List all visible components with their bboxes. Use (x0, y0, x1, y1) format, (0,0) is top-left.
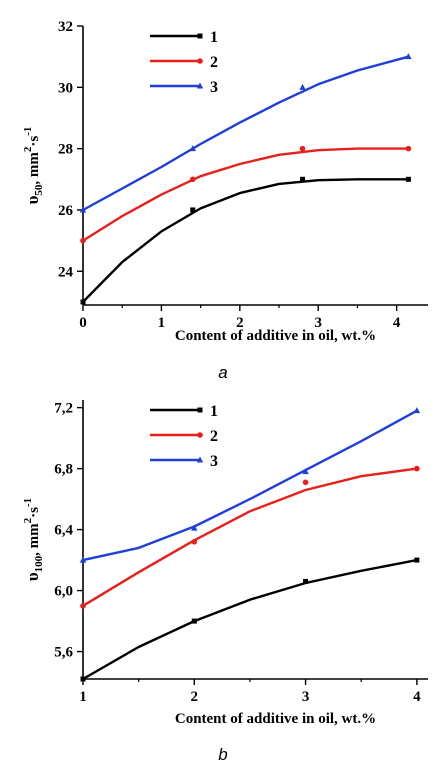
x-tick-label: 1 (158, 315, 166, 331)
y-label-superscript: 2 (22, 517, 34, 523)
x-tick-label: 1 (79, 689, 87, 705)
series-1-point (414, 557, 420, 563)
legend: 1 2 3 (150, 29, 218, 96)
series-1-point (303, 578, 309, 584)
chart-panel-b: 1 2 3 4 5,6 6,0 6,4 6,8 7,2 Content of additive i… (22, 400, 428, 764)
y-label-superscript: -1 (22, 498, 34, 507)
series-2-point (80, 603, 86, 609)
legend-label: 3 (210, 79, 218, 96)
legend-marker (196, 456, 204, 463)
y-label-symbol: υ (23, 572, 42, 581)
series-2-point (405, 145, 412, 152)
y-tick-label: 6,8 (54, 462, 73, 478)
legend-label: 2 (210, 428, 218, 445)
y-label-superscript: 2 (22, 146, 34, 152)
series-1-point (405, 176, 411, 182)
series-3-point (413, 407, 421, 414)
y-label-unit: , mm (26, 523, 42, 556)
series-2-line (82, 467, 418, 607)
panel-label: b (218, 745, 227, 764)
y-label-unit-s: ·s (26, 507, 42, 518)
y-tick-label: 28 (58, 142, 73, 158)
series-2-point (80, 237, 86, 244)
y-tick-label: 24 (58, 264, 74, 280)
x-tick-label: 3 (314, 315, 322, 331)
series-1-line (82, 178, 409, 303)
x-tick-label: 2 (236, 315, 244, 331)
series-3-point (189, 145, 196, 152)
series-1-point (80, 676, 86, 682)
series-3-point (302, 468, 309, 475)
y-axis-label: υ100, mm2·s-1 (22, 498, 45, 581)
y-tick-label: 32 (58, 19, 73, 35)
y-tick-label: 6,4 (54, 523, 73, 539)
series-1-point (191, 618, 197, 624)
series-1-line (82, 558, 418, 681)
x-tick-label: 3 (302, 689, 310, 705)
y-tick-label: 30 (58, 80, 73, 96)
series-2-point (189, 176, 196, 183)
legend-label: 2 (210, 54, 218, 71)
y-tick-label: 7,2 (54, 401, 73, 417)
series-2-line (82, 147, 409, 242)
y-tick-label: 5,6 (54, 645, 73, 661)
legend-label: 1 (210, 29, 218, 46)
y-axis-label: υ50, mm2·s-1 (22, 127, 45, 205)
y-label-unit-s: ·s (26, 136, 42, 147)
y-label-subscript: 100 (33, 555, 45, 572)
x-axis-label: Content of additive in oil, wt.% (175, 328, 376, 344)
series-3-point (299, 83, 306, 90)
y-label-unit: , mm (26, 152, 42, 185)
legend: 1 2 3 (150, 403, 218, 470)
legend-marker (196, 82, 204, 89)
x-tick-label: 0 (79, 315, 87, 331)
series-1-point (190, 207, 196, 213)
series-3-point (405, 53, 412, 60)
y-label-subscript: 50 (33, 184, 45, 196)
series-1-point (80, 299, 86, 305)
x-axis-label: Content of additive in oil, wt.% (175, 711, 376, 727)
y-label-symbol: υ (23, 195, 42, 204)
series-1-point (300, 176, 306, 182)
series-2-point (191, 538, 198, 545)
x-tick-label: 4 (393, 315, 401, 331)
legend-marker (197, 432, 203, 438)
y-label-superscript: -1 (22, 127, 34, 136)
series-3-point (79, 206, 87, 213)
series-3-line (82, 55, 409, 212)
legend-marker (197, 33, 203, 39)
legend-label: 3 (210, 453, 218, 470)
y-tick-label: 26 (58, 203, 74, 219)
series-2-point (299, 145, 306, 152)
series-3-line (82, 409, 418, 562)
panel-label: a (218, 363, 227, 382)
series-2-point (302, 479, 309, 486)
y-tick-label: 6,0 (54, 584, 73, 600)
legend-marker (197, 58, 203, 64)
x-tick-label: 2 (191, 689, 199, 705)
series-3-point (79, 556, 87, 563)
legend-marker (197, 407, 203, 413)
x-tick-label: 4 (413, 689, 421, 705)
series-3-point (191, 524, 198, 531)
legend-label: 1 (210, 403, 218, 420)
series-2-point (414, 465, 420, 472)
